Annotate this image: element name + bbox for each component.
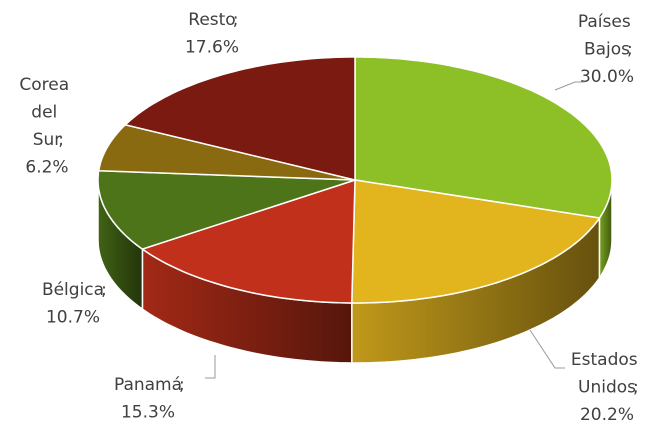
slice bbox=[97, 169, 356, 250]
label-line: Estados bbox=[571, 350, 643, 370]
label-separator: ; bbox=[101, 280, 107, 300]
value-label: 17.6% bbox=[185, 38, 239, 58]
slice bbox=[351, 179, 601, 304]
slice bbox=[140, 178, 356, 304]
label-separator: ; bbox=[627, 40, 633, 60]
value-label: 10.7% bbox=[46, 308, 100, 328]
value-label: 15.3% bbox=[121, 403, 175, 423]
leader-line bbox=[529, 329, 565, 369]
label-line: Bélgica bbox=[42, 280, 104, 300]
slice-label: Países Bajos bbox=[578, 12, 636, 60]
slice bbox=[97, 123, 356, 181]
slice-label: Resto bbox=[188, 10, 235, 30]
slice-label: Corea del Sur bbox=[19, 75, 74, 150]
slice bbox=[354, 56, 613, 219]
label-separator: ; bbox=[179, 375, 185, 395]
value-label: 6.2% bbox=[25, 158, 68, 178]
label-separator: ; bbox=[633, 378, 639, 398]
label-line: Sur bbox=[33, 130, 62, 150]
label-line: Bajos bbox=[584, 40, 630, 60]
leader-line bbox=[205, 355, 216, 379]
label-line: Resto bbox=[188, 10, 235, 30]
value-label: 30.0% bbox=[580, 67, 634, 87]
label-line: Unidos bbox=[578, 378, 636, 398]
value-label: 20.2% bbox=[580, 405, 634, 425]
slice-label: Bélgica bbox=[42, 280, 104, 300]
label-line: del bbox=[31, 103, 62, 123]
slice-label: Panamá bbox=[114, 375, 182, 395]
label-line: Corea bbox=[19, 75, 74, 95]
label-line: Panamá bbox=[114, 375, 182, 395]
label-line: Países bbox=[578, 12, 636, 32]
slice bbox=[123, 56, 356, 181]
slice-label: Estados Unidos bbox=[571, 350, 643, 398]
leader-line bbox=[554, 81, 585, 91]
label-separator: ; bbox=[58, 130, 64, 150]
label-separator: ; bbox=[233, 10, 239, 30]
